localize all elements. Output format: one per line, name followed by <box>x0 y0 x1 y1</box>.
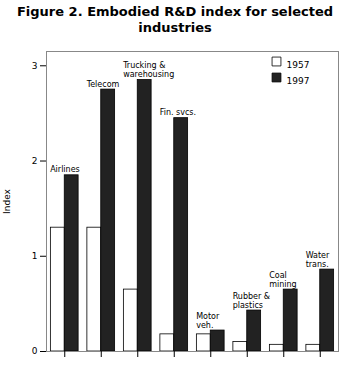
html-text:Figure 2. Embodied R&D index f: Figure 2. Embodied R&D index for selecte… <box>17 4 333 35</box>
svg-text:1997: 1997 <box>287 76 310 86</box>
svg-text:1957: 1957 <box>287 60 310 70</box>
svg-text:Telecom: Telecom <box>86 80 120 89</box>
svg-text:Trucking &warehousing: Trucking &warehousing <box>122 61 174 79</box>
svg-text:Airlines: Airlines <box>50 165 80 174</box>
svg-text:Motorveh.: Motorveh. <box>196 312 220 330</box>
svg-text:Rubber &plastics: Rubber &plastics <box>233 292 270 310</box>
svg-text:0: 0 <box>32 347 38 357</box>
svg-text:3: 3 <box>32 61 38 71</box>
svg-text:Index: Index <box>2 189 12 214</box>
svg-text:1: 1 <box>32 251 38 261</box>
svg-text:Watertrans.: Watertrans. <box>306 251 330 269</box>
svg-text:Fin. svcs.: Fin. svcs. <box>160 108 196 117</box>
svg-text:Coalmining: Coalmining <box>269 271 296 289</box>
svg-text:2: 2 <box>32 156 38 166</box>
